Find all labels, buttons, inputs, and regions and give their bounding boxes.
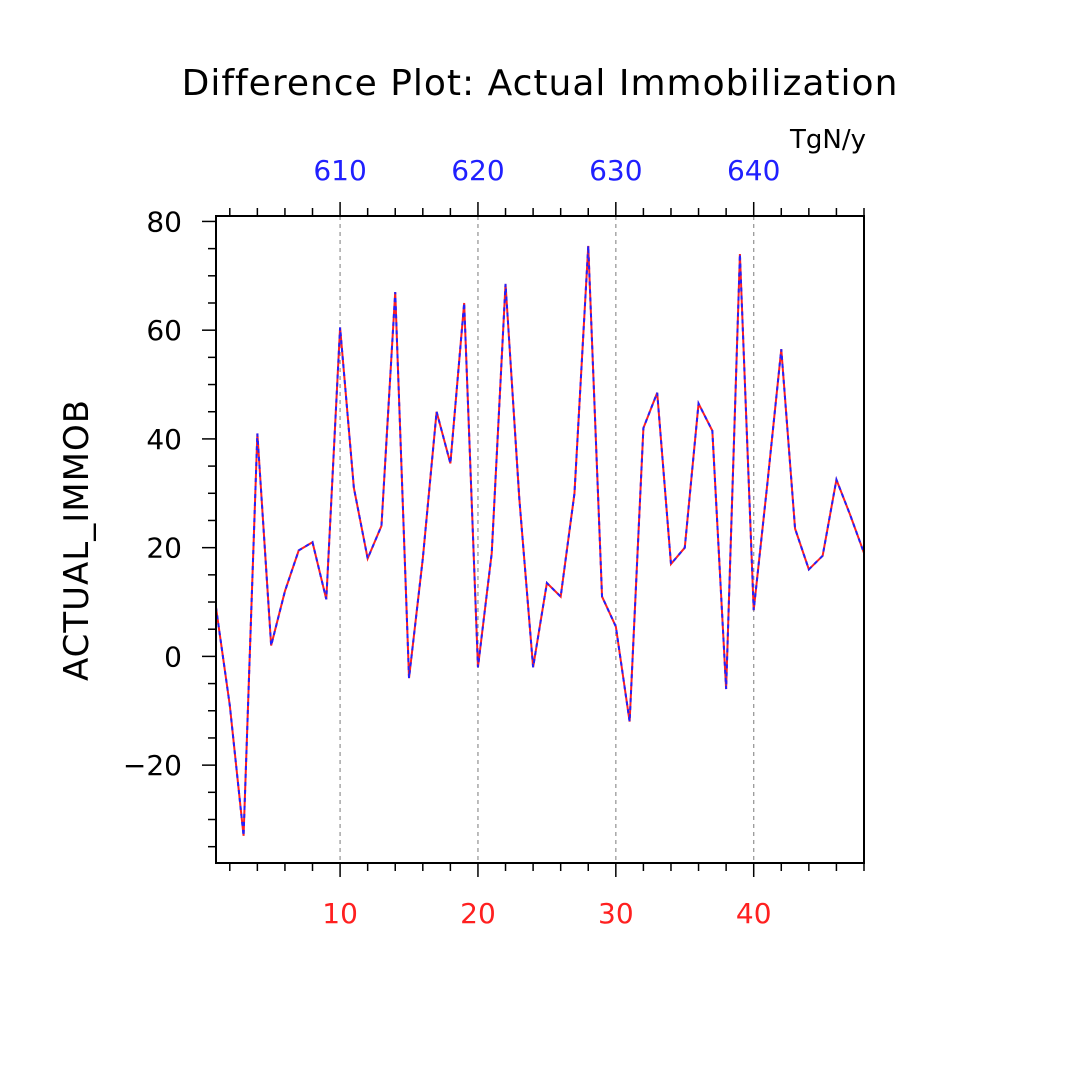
tick-labels: −20 0 20 40 60 80 10 610 20 620 30 630 40 640 — [123, 154, 781, 930]
y-tick-label-0: 0 — [164, 640, 182, 673]
series-blue — [215, 245, 865, 836]
chart-title: Difference Plot: Actual Immobilization — [182, 63, 899, 104]
data-series — [215, 245, 865, 836]
x-top-tick-label-640: 640 — [727, 154, 780, 187]
axes — [202, 202, 865, 877]
x-top-tick-label-620: 620 — [451, 154, 504, 187]
y-tick-label-40: 40 — [146, 423, 182, 456]
x-bottom-tick-label-40: 40 — [736, 897, 772, 930]
x-bottom-tick-label-10: 10 — [322, 897, 358, 930]
x-top-tick-label-610: 610 — [313, 154, 366, 187]
y-tick-label-20: 20 — [146, 532, 182, 565]
units-label: TgN/y — [789, 125, 866, 155]
y-axis-label: ACTUAL_IMMOB — [57, 399, 97, 681]
y-tick-label-60: 60 — [146, 314, 182, 347]
y-tick-label--20: −20 — [123, 749, 182, 782]
y-tick-label-80: 80 — [146, 205, 182, 238]
x-top-tick-label-630: 630 — [589, 154, 642, 187]
plot-frame — [215, 215, 865, 864]
grid-lines — [339, 216, 755, 863]
x-bottom-tick-label-30: 30 — [598, 897, 634, 930]
x-bottom-tick-label-20: 20 — [460, 897, 496, 930]
